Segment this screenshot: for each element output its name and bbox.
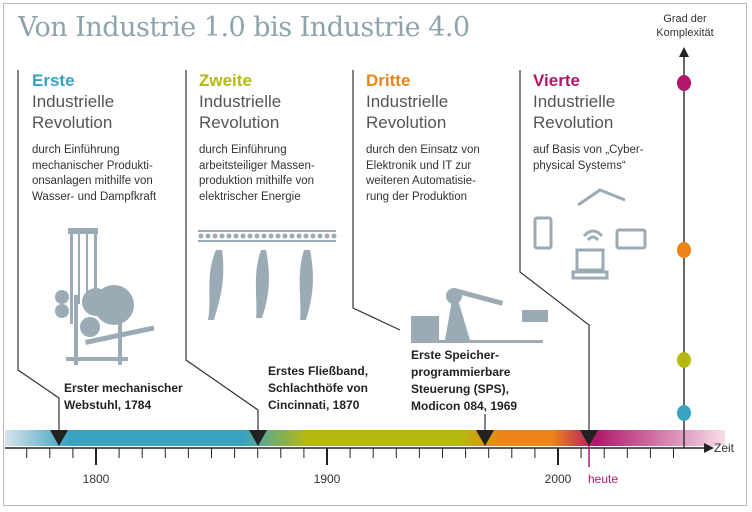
desc-line: arbeitsteiliger Massen- (199, 159, 315, 172)
event-label-1784: Erster mechanischer Webstuhl, 1784 (64, 380, 183, 414)
desc-line: produktion mithilfe von (199, 175, 315, 187)
revolution-heading: Revolution (199, 113, 280, 132)
desc-line: physical Systems“ (533, 159, 626, 172)
revolution-column-zweite: Zweite Industrielle Revolution durch Ein… (199, 70, 359, 205)
event-line: Erste Speicher- (411, 348, 500, 362)
connector-zweite (185, 70, 259, 432)
timeline-color-bar (5, 430, 725, 446)
conveyor-roller (261, 233, 267, 239)
conveyor-roller (268, 233, 274, 239)
conveyor-roller (296, 233, 302, 239)
event-line: Erstes Fließband, (268, 364, 369, 378)
tick-label-1800: 1800 (82, 472, 110, 486)
desc-line: mechanischer Produkti- (32, 159, 153, 172)
desc-line: durch Einführung (199, 144, 287, 156)
revolution-description: durch Einführung arbeitsteiliger Massen-… (199, 143, 359, 205)
axis-ticks (26, 448, 674, 465)
event-label-1969: Erste Speicher- programmierbare Steuerun… (411, 347, 517, 415)
revolution-ordinal: Dritte (366, 71, 411, 90)
conveyor-roller (254, 233, 260, 239)
tick-label-1900: 1900 (313, 472, 341, 486)
conveyor-roller (331, 233, 337, 239)
desc-line: Elektronik und IT zur (366, 159, 472, 172)
revolution-column-dritte: Dritte Industrielle Revolution durch den… (366, 70, 526, 205)
conveyor-roller (212, 233, 218, 239)
event-marker-today (580, 430, 598, 446)
time-axis-label: Zeit (714, 441, 735, 455)
revolution-heading: Industrielle (533, 92, 616, 111)
conveyor-roller (289, 233, 295, 239)
desc-line: durch den Einsatz von (366, 144, 480, 156)
conveyor-roller (240, 233, 246, 239)
revolution-heading: Industrielle (199, 92, 282, 111)
conveyor-roller (233, 233, 239, 239)
complexity-arrow-icon (679, 47, 689, 57)
desc-line: onsanlagen mithilfe von (32, 175, 153, 187)
conveyor-roller (282, 233, 288, 239)
complexity-dot-vierte (677, 75, 691, 91)
revolution-heading: Revolution (366, 113, 447, 132)
robot-arm-icon (411, 288, 548, 343)
event-line: Steuerung (SPS), (411, 382, 510, 396)
complexity-axis-label: Grad der Komplexität (640, 12, 730, 40)
revolution-description: durch Einführung mechanischer Produkti- … (32, 143, 192, 205)
today-label: heute (588, 472, 619, 486)
conveyor-roller (205, 233, 211, 239)
conveyor-roller (247, 233, 253, 239)
conveyor-roller (219, 233, 225, 239)
event-marker-1784 (50, 430, 68, 446)
complexity-dot-erste (677, 405, 691, 421)
event-line: programmierbare (411, 365, 511, 379)
event-line: Cincinnati, 1870 (268, 398, 360, 412)
desc-line: durch Einführung (32, 144, 120, 156)
desc-line: auf Basis von „Cyber- (533, 144, 644, 156)
revolution-heading: Industrielle (32, 92, 115, 111)
complexity-label-line1: Grad der (663, 13, 707, 25)
revolution-ordinal: Vierte (533, 71, 580, 90)
complexity-dot-zweite (677, 352, 691, 368)
frame (3, 3, 747, 506)
desc-line: Wasser- und Dampfkraft (32, 190, 157, 203)
cyber-physical-systems-icon (533, 188, 647, 280)
conveyor-belt-icon (198, 230, 337, 320)
conveyor-roller (324, 233, 330, 239)
event-line: Erster mechanischer (64, 381, 183, 395)
tick-label-2000: 2000 (544, 472, 572, 486)
connector-dritte (352, 70, 401, 331)
revolution-heading: Revolution (32, 113, 113, 132)
desc-line: weiteren Automatisie- (366, 175, 476, 187)
page-title: Von Industrie 1.0 bis Industrie 4.0 (18, 12, 470, 43)
conveyor-roller (303, 233, 309, 239)
event-line: Modicon 084, 1969 (411, 399, 518, 413)
event-marker-1870 (249, 430, 267, 446)
event-line: Webstuhl, 1784 (64, 398, 152, 412)
revolution-heading: Industrielle (366, 92, 449, 111)
conveyor-roller (275, 233, 281, 239)
event-label-1870: Erstes Fließband, Schlachthöfe von Cinci… (268, 363, 368, 414)
revolution-ordinal: Zweite (199, 71, 252, 90)
conveyor-roller (226, 233, 232, 239)
event-marker-1969 (476, 430, 494, 446)
connector-vierte (519, 70, 590, 432)
revolution-column-vierte: Vierte Industrielle Revolution auf Basis… (533, 70, 693, 174)
loom-icon (55, 228, 155, 365)
complexity-dot-dritte (677, 242, 691, 258)
desc-line: rung der Produktion (366, 190, 468, 203)
revolution-description: auf Basis von „Cyber- physical Systems“ (533, 143, 693, 174)
conveyor-roller (310, 233, 316, 239)
desc-line: elektrischer Energie (199, 190, 301, 203)
revolution-description: durch den Einsatz von Elektronik und IT … (366, 143, 526, 205)
event-line: Schlachthöfe von (268, 381, 369, 395)
conveyor-roller (317, 233, 323, 239)
revolution-column-erste: Erste Industrielle Revolution durch Einf… (32, 70, 192, 205)
conveyor-roller (198, 233, 204, 239)
revolution-heading: Revolution (533, 113, 614, 132)
time-axis-arrow-icon (704, 443, 714, 453)
complexity-label-line2: Komplexität (656, 27, 714, 39)
revolution-ordinal: Erste (32, 71, 75, 90)
connector-erste (17, 70, 60, 432)
